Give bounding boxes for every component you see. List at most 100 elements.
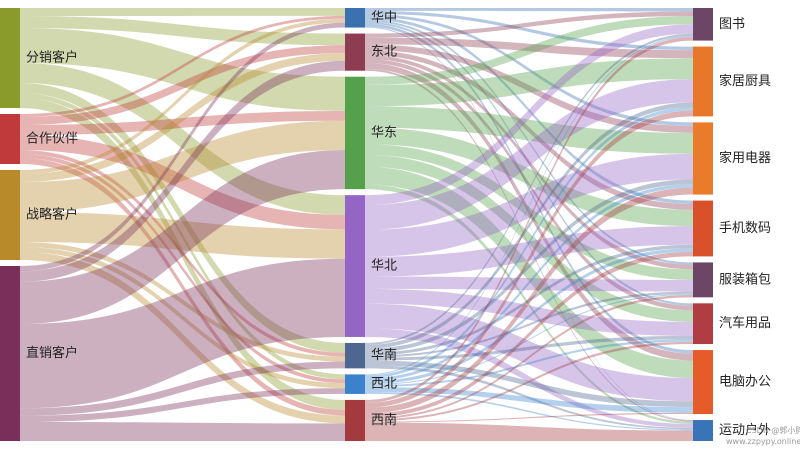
node-label-hezuo: 合作伙伴	[26, 132, 78, 147]
link-xinan-jiaju	[365, 110, 693, 408]
node-tushu	[693, 8, 713, 41]
link-dongbei-jiaju	[365, 37, 693, 59]
link-huazhong-shouji	[365, 16, 693, 205]
link-huanan-fuzhuang	[365, 291, 693, 358]
node-label-xibei: 西北	[371, 377, 397, 392]
node-label-xinan: 西南	[371, 412, 397, 428]
link-huadong-shouji	[365, 127, 693, 227]
link-xibei-fuzhuang	[365, 293, 693, 386]
node-dongbei	[345, 33, 365, 71]
link-huanan-diannao	[365, 360, 693, 408]
link-xinan-diannao	[365, 412, 693, 423]
link-huazhong-jiaju	[365, 10, 693, 51]
link-huadong-dianqi	[365, 106, 693, 154]
node-label-fenxiao: 分销客户	[26, 50, 78, 66]
node-xinan	[345, 399, 365, 441]
node-shouji	[693, 200, 713, 257]
node-fenxiao	[0, 8, 20, 108]
link-huabei-diannao	[365, 303, 693, 402]
node-huadong	[345, 76, 365, 190]
link-xibei-qiche	[365, 339, 693, 388]
link-hezuo-xinan	[20, 158, 345, 416]
node-huazhong	[345, 8, 365, 28]
link-fenxiao-dongbei	[20, 16, 345, 46]
link-huazhong-fuzhuang	[365, 19, 693, 265]
link-xinan-shouji	[365, 251, 693, 418]
nodes-layer	[0, 8, 713, 441]
link-hezuo-xibei	[20, 154, 345, 384]
link-zhixiao-huanan	[20, 361, 345, 416]
node-label-shouji: 手机数码	[719, 221, 771, 236]
node-label-yundong: 运动户外	[719, 422, 771, 438]
link-xibei-yundong	[365, 391, 693, 431]
node-label-dongbei: 东北	[371, 45, 397, 60]
link-zhixiao-xinan	[20, 422, 345, 441]
link-huanan-tushu	[365, 33, 693, 345]
node-yundong	[693, 420, 713, 441]
link-huabei-qiche	[365, 288, 693, 336]
link-hezuo-huazhong	[20, 15, 345, 117]
node-label-dianqi: 家用电器	[719, 150, 771, 166]
node-huanan	[345, 342, 365, 369]
link-zhixiao-xibei	[20, 388, 345, 423]
link-huadong-qiche	[365, 154, 693, 322]
watermark-line-2: www.zzpypy.online	[726, 437, 800, 446]
link-zhanlue-huabei	[20, 212, 345, 259]
link-fenxiao-huanan	[20, 83, 345, 353]
link-xinan-qiche	[365, 341, 693, 422]
link-xinan-dianqi	[365, 187, 693, 414]
link-fenxiao-huadong	[20, 28, 345, 111]
link-huabei-dianqi	[365, 153, 693, 257]
link-huadong-diannao	[365, 166, 693, 378]
link-fenxiao-huazhong	[20, 8, 345, 16]
link-huazhong-diannao	[365, 23, 693, 354]
link-zhixiao-huadong	[20, 150, 345, 324]
node-label-fuzhuang: 服装箱包	[719, 271, 771, 287]
link-huabei-shouji	[365, 226, 693, 277]
link-huadong-tushu	[365, 16, 693, 86]
link-fenxiao-huabei	[20, 63, 345, 215]
link-dongbei-dianqi	[365, 44, 693, 133]
node-label-diannao: 电脑办公	[719, 375, 771, 390]
node-zhixiao	[0, 266, 20, 441]
watermark: CSDN @郭小胖 www.zzpypy.online	[726, 425, 800, 446]
link-dongbei-diannao	[365, 62, 693, 361]
node-huabei	[345, 195, 365, 337]
link-dongbei-tushu	[365, 11, 693, 38]
node-label-huadong: 华东	[371, 125, 397, 140]
link-xibei-dianqi	[365, 184, 693, 382]
node-xibei	[345, 374, 365, 394]
link-hezuo-dongbei	[20, 45, 345, 125]
link-huazhong-tushu	[365, 8, 693, 12]
link-huanan-yundong	[365, 365, 693, 430]
node-label-jiaju: 家居厨具	[719, 73, 771, 89]
link-fenxiao-xinan	[20, 98, 345, 410]
node-label-tushu: 图书	[719, 17, 745, 32]
link-fenxiao-xibei	[20, 93, 345, 380]
node-label-zhixiao: 直销客户	[26, 345, 78, 361]
link-huabei-yundong	[365, 328, 693, 428]
node-dianqi	[693, 122, 713, 195]
node-qiche	[693, 303, 713, 345]
link-huanan-dianqi	[365, 179, 693, 353]
link-dongbei-qiche	[365, 58, 693, 311]
link-zhanlue-huadong	[20, 120, 345, 212]
link-xinan-fuzhuang	[365, 294, 693, 420]
link-xinan-tushu	[365, 37, 693, 403]
link-hezuo-huanan	[20, 150, 345, 357]
link-huabei-fuzhuang	[365, 276, 693, 292]
link-huanan-jiaju	[365, 102, 693, 349]
link-zhanlue-huanan	[20, 242, 345, 362]
link-hezuo-huabei	[20, 135, 345, 230]
link-huadong-yundong	[365, 184, 693, 424]
node-label-huanan: 华南	[371, 347, 397, 363]
link-dongbei-yundong	[365, 68, 693, 422]
link-zhanlue-xinan	[20, 252, 345, 424]
link-hezuo-huadong	[20, 110, 345, 135]
link-zhanlue-huazhong	[20, 18, 345, 174]
link-dongbei-fuzhuang	[365, 55, 693, 270]
node-label-zhanlue: 战略客户	[26, 207, 78, 223]
link-zhanlue-xibei	[20, 247, 345, 389]
